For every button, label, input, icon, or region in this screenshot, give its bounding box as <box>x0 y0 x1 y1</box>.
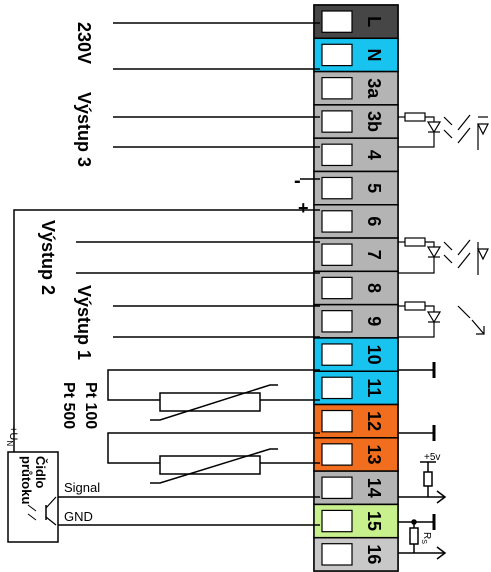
terminal-label: 9 <box>364 316 384 326</box>
label-sensor-2: průtoku <box>19 456 34 504</box>
optocoupler-2-icon <box>398 237 489 275</box>
label-signal: Signal <box>64 480 100 495</box>
terminal-screw-slot <box>321 443 353 466</box>
pullup-circuit <box>398 461 447 504</box>
terminal-screw-slot <box>321 43 353 67</box>
label-un: +UN <box>5 426 19 446</box>
terminal-label: 13 <box>364 444 384 464</box>
optocoupler-3-icon <box>398 112 489 150</box>
terminal-screw-slot <box>321 243 353 266</box>
terminal-label: 12 <box>364 411 384 431</box>
terminal-15: 15 <box>313 503 399 539</box>
terminal-3a: 3a <box>313 70 399 106</box>
terminal-screw-slot <box>321 343 353 366</box>
terminal-label: 5 <box>364 183 384 193</box>
terminal-screw-slot <box>321 310 353 333</box>
terminal-label: 16 <box>364 544 384 564</box>
label-pt100: Pt 100 <box>82 382 99 429</box>
terminal-3b: 3b <box>313 104 399 139</box>
terminal-label: 7 <box>364 250 384 260</box>
terminal-10: 10 <box>313 337 399 372</box>
terminal-11: 11 <box>313 370 399 406</box>
input-wires <box>13 22 320 526</box>
label-plus: + <box>298 198 309 218</box>
terminal-screw-slot <box>321 10 353 33</box>
terminal-label: 4 <box>364 150 384 160</box>
terminal-label: N <box>364 48 384 61</box>
label-sensor-1: Čidlo <box>33 456 48 489</box>
terminal-L: L <box>313 4 399 40</box>
optocoupler-1-icon <box>398 301 485 338</box>
terminal-label: 10 <box>364 345 384 365</box>
pt500-resistor <box>150 448 278 484</box>
label-gnd: GND <box>64 509 93 524</box>
terminal-screw-slot <box>321 143 353 167</box>
terminal-strip: L N 3a 3b 4 5 6 7 8 9 10 11 12 13 14 15 16 <box>313 4 399 572</box>
label-vystup1: Výstup 1 <box>74 285 94 360</box>
terminal-4: 4 <box>313 137 399 173</box>
label-plus5v: +5v <box>424 452 440 463</box>
terminal-screw-slot <box>321 276 353 300</box>
terminal-label: 15 <box>364 511 384 531</box>
terminal-screw-slot <box>321 76 353 100</box>
terminal-screw-slot <box>321 543 353 566</box>
terminal-label: 3b <box>364 111 384 132</box>
terminal-label: L <box>364 16 384 27</box>
label-pt500: Pt 500 <box>60 382 77 429</box>
terminal-N: N <box>313 37 399 73</box>
terminal-6: 6 <box>313 204 399 239</box>
terminal-12: 12 <box>313 403 399 439</box>
terminal-screw-slot <box>321 409 353 433</box>
terminal-label: 14 <box>364 478 384 498</box>
terminal-screw-slot <box>321 376 353 400</box>
terminal-label: 6 <box>364 216 384 226</box>
terminal-screw-slot <box>321 110 353 133</box>
terminal-screw-slot <box>321 509 353 533</box>
terminal-9: 9 <box>313 303 399 339</box>
rs-resistor <box>398 519 447 560</box>
terminal-14: 14 <box>313 470 399 506</box>
label-rs: RS <box>420 532 432 544</box>
terminal-screw-slot <box>321 176 353 200</box>
terminal-16: 16 <box>313 536 399 572</box>
label-minus: - <box>294 170 301 192</box>
label-230v: 230V <box>74 22 94 64</box>
label-vystup2: Výstup 2 <box>38 220 58 295</box>
flow-sensor <box>7 451 59 543</box>
terminal-label: 3a <box>364 78 384 99</box>
terminal-screw-slot <box>321 210 353 233</box>
terminal-13: 13 <box>313 437 399 472</box>
pt100-resistor <box>150 384 278 421</box>
terminal-5: 5 <box>313 170 399 206</box>
terminal-label: 11 <box>364 378 384 397</box>
label-vystup3: Výstup 3 <box>74 92 94 167</box>
ground-symbols <box>398 362 436 530</box>
terminal-8: 8 <box>313 270 399 306</box>
terminal-label: 8 <box>364 283 384 293</box>
terminal-screw-slot <box>321 476 353 500</box>
terminal-7: 7 <box>313 237 399 273</box>
